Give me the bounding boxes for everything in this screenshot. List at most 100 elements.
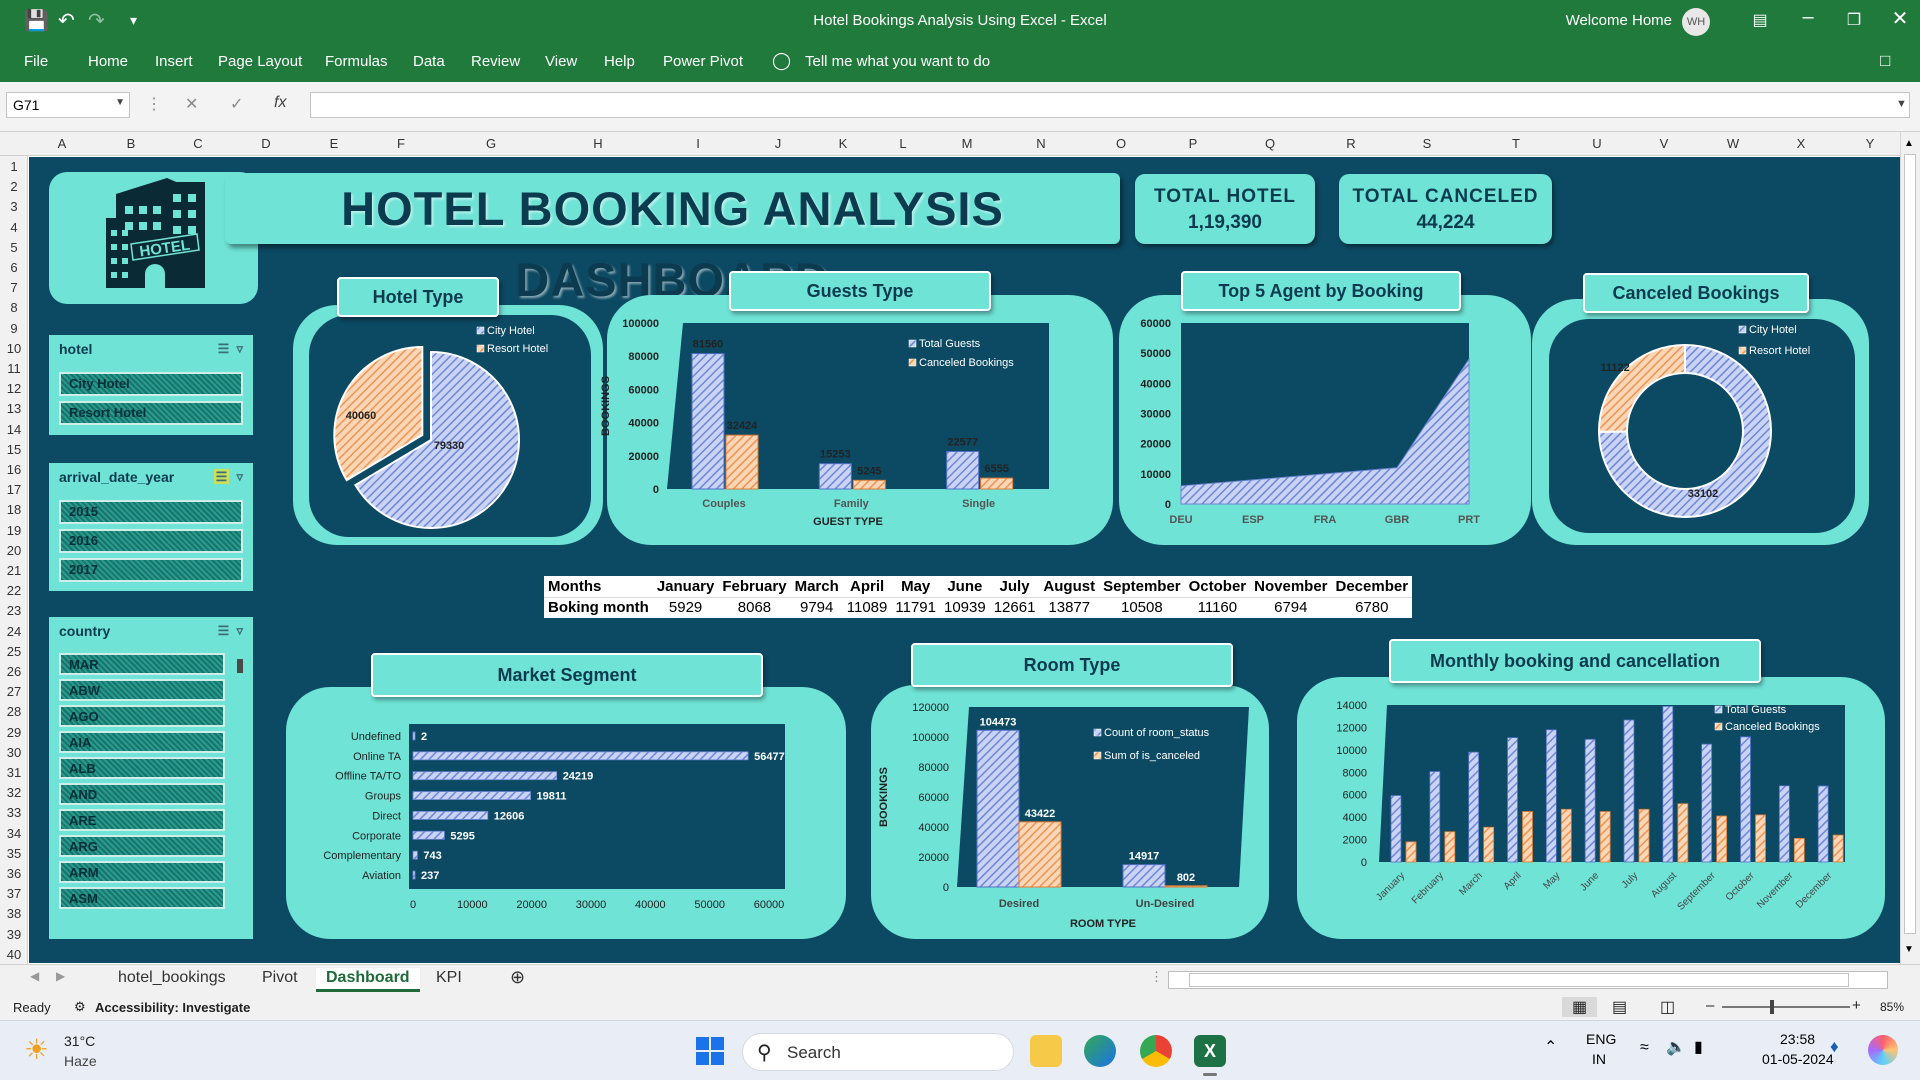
menu-review[interactable]: Review xyxy=(471,53,521,70)
sheet-tab-pivot[interactable]: Pivot xyxy=(262,969,298,986)
zoom-in-icon[interactable]: + xyxy=(1852,997,1861,1014)
restore-button[interactable]: ❐ xyxy=(1846,12,1862,29)
row-header[interactable]: 26 xyxy=(6,664,22,679)
month-cell[interactable]: September xyxy=(1099,576,1185,598)
row-header[interactable]: 21 xyxy=(6,563,22,578)
column-header[interactable]: F xyxy=(397,136,405,151)
row-header[interactable]: 8 xyxy=(10,300,18,316)
scroll-down-icon[interactable]: ▼ xyxy=(1904,944,1914,955)
row-header[interactable]: 9 xyxy=(10,320,18,336)
expand-formula-icon[interactable]: ▼ xyxy=(1896,98,1907,110)
month-cell[interactable]: December xyxy=(1331,576,1413,598)
column-header[interactable]: E xyxy=(329,136,339,151)
clock-date[interactable]: 01-05-2024 xyxy=(1762,1051,1834,1067)
row-header[interactable]: 30 xyxy=(6,744,22,760)
slicer-item-alb[interactable]: ALB xyxy=(59,757,225,779)
split-handle-icon[interactable]: ⋮ xyxy=(1150,969,1163,984)
value-cell[interactable]: 6794 xyxy=(1274,599,1308,617)
save-icon[interactable]: 💾 xyxy=(24,10,49,32)
month-cell[interactable]: January xyxy=(652,576,719,598)
customize-toolbar-icon[interactable]: ▾ xyxy=(130,12,138,28)
row-header[interactable]: 37 xyxy=(6,886,22,902)
row-header[interactable]: 6 xyxy=(10,260,18,275)
month-cell[interactable]: August xyxy=(1039,576,1100,598)
scroll-thumb[interactable] xyxy=(1904,154,1916,934)
zoom-slider-thumb[interactable] xyxy=(1770,1000,1774,1014)
clock-time[interactable]: 23:58 xyxy=(1780,1031,1816,1047)
row-header[interactable]: 40 xyxy=(6,946,22,962)
taskbar-search[interactable]: ⚲ Search xyxy=(742,1033,1014,1071)
file-explorer-icon[interactable] xyxy=(1030,1035,1062,1067)
edge-icon[interactable] xyxy=(1084,1035,1116,1067)
vertical-scrollbar[interactable]: ▲ ▼ xyxy=(1900,132,1920,964)
copilot-icon[interactable] xyxy=(1868,1035,1898,1065)
row-header[interactable]: 2 xyxy=(10,179,18,195)
language-code[interactable]: ENG xyxy=(1586,1031,1617,1047)
column-header[interactable]: Q xyxy=(1264,136,1276,151)
sheet-tab-kpi[interactable]: KPI xyxy=(436,969,462,986)
row-header[interactable]: 39 xyxy=(6,926,22,942)
row-header[interactable]: 16 xyxy=(6,462,22,477)
name-box[interactable]: G71 ▼ xyxy=(6,92,130,118)
value-cell[interactable]: 11160 xyxy=(1197,599,1238,617)
menu-view[interactable]: View xyxy=(545,53,578,70)
insert-function-icon[interactable]: fx xyxy=(274,94,287,111)
confirm-entry-icon[interactable]: ✓ xyxy=(230,96,244,113)
clear-filter-icon[interactable]: ▿ xyxy=(236,623,243,638)
normal-view-icon[interactable]: ▦ xyxy=(1562,997,1598,1017)
month-cell[interactable]: July xyxy=(989,576,1040,598)
next-sheet-icon[interactable]: ▶ xyxy=(56,969,66,983)
column-header[interactable]: U xyxy=(1592,136,1602,151)
month-cell[interactable]: April xyxy=(842,576,892,598)
slicer-item-arm[interactable]: ARM xyxy=(59,861,225,883)
wifi-icon[interactable]: ≈ xyxy=(1640,1039,1649,1056)
hscroll-thumb[interactable] xyxy=(1189,973,1849,987)
row-header[interactable]: 29 xyxy=(6,724,22,740)
column-header[interactable]: Y xyxy=(1865,136,1875,151)
slicer-item-city-hotel[interactable]: City Hotel xyxy=(59,372,243,396)
cancel-entry-icon[interactable]: ✕ xyxy=(185,96,199,113)
row-header[interactable]: 27 xyxy=(6,684,22,700)
add-sheet-icon[interactable]: ⊕ xyxy=(510,967,526,987)
value-cell[interactable]: 12661 xyxy=(993,599,1036,617)
month-cell[interactable]: March xyxy=(790,576,843,598)
slicer-item-asm[interactable]: ASM xyxy=(59,887,225,909)
zoom-slider[interactable] xyxy=(1722,1006,1850,1008)
value-cell[interactable]: 6780 xyxy=(1355,599,1389,617)
menu-home[interactable]: Home xyxy=(88,53,129,70)
column-header[interactable]: P xyxy=(1188,136,1198,151)
volume-icon[interactable]: 🔈 xyxy=(1666,1039,1686,1056)
row-header[interactable]: 7 xyxy=(10,280,18,296)
zoom-out-icon[interactable]: – xyxy=(1706,997,1715,1014)
row-header[interactable]: 28 xyxy=(6,704,22,720)
column-header[interactable]: N xyxy=(1036,136,1046,151)
column-header[interactable]: I xyxy=(696,136,700,151)
slicer-item-mar[interactable]: MAR xyxy=(59,653,225,675)
menu-page-layout[interactable]: Page Layout xyxy=(218,53,303,70)
slicer-item-resort-hotel[interactable]: Resort Hotel xyxy=(59,401,243,425)
column-header[interactable]: L xyxy=(899,136,907,151)
row-header[interactable]: 25 xyxy=(6,643,22,659)
row-header[interactable]: 20 xyxy=(6,542,22,558)
scroll-up-icon[interactable]: ▲ xyxy=(1904,138,1914,149)
column-header[interactable]: T xyxy=(1512,136,1520,151)
menu-formulas[interactable]: Formulas xyxy=(325,53,388,70)
sheet-tab-hotel-bookings[interactable]: hotel_bookings xyxy=(118,969,226,986)
column-header[interactable]: D xyxy=(261,136,271,151)
sheet-tab-dashboard[interactable]: Dashboard xyxy=(316,968,420,992)
column-header[interactable]: M xyxy=(961,136,973,151)
row-header[interactable]: 3 xyxy=(10,199,18,215)
avatar[interactable]: WH xyxy=(1682,8,1710,36)
comments-icon[interactable]: □ xyxy=(1880,51,1891,70)
column-header[interactable]: K xyxy=(838,136,848,151)
column-header[interactable]: A xyxy=(57,136,67,151)
column-header[interactable]: B xyxy=(126,136,136,151)
slicer-item-2017[interactable]: 2017 xyxy=(59,558,243,582)
horizontal-scrollbar[interactable] xyxy=(1168,971,1888,989)
row-header[interactable]: 31 xyxy=(6,765,22,780)
clear-filter-icon[interactable]: ▿ xyxy=(236,469,243,484)
excel-app-icon[interactable]: X xyxy=(1194,1035,1226,1067)
tell-me-search[interactable]: Tell me what you want to do xyxy=(805,53,991,70)
row-header[interactable]: 22 xyxy=(6,583,22,599)
chevron-down-icon[interactable]: ▼ xyxy=(115,97,125,108)
